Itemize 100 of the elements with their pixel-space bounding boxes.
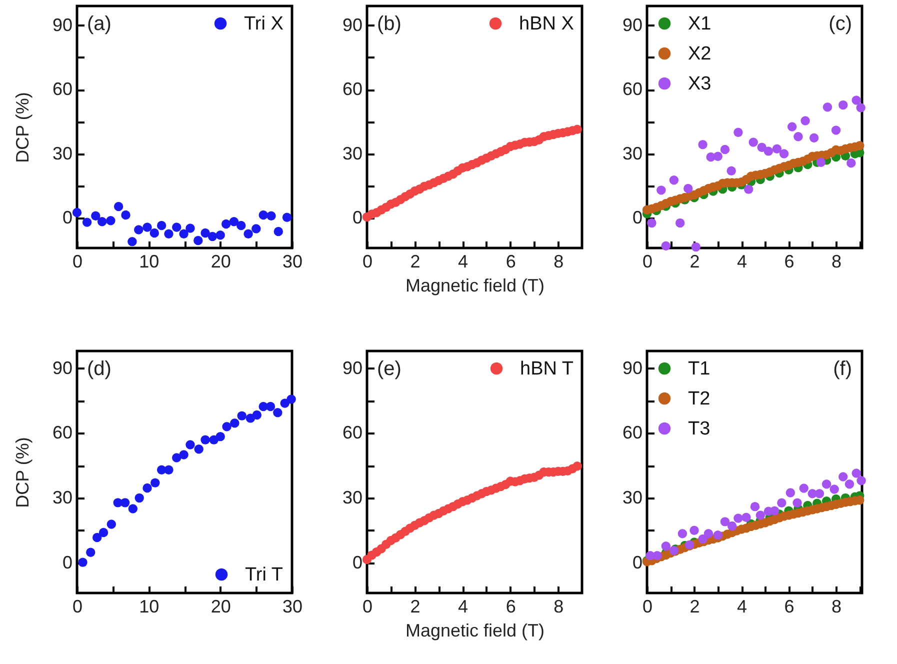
point: [852, 96, 861, 105]
point: [852, 468, 861, 478]
point: [770, 506, 780, 516]
point: [726, 166, 736, 176]
point: [172, 453, 182, 462]
point: [72, 208, 82, 218]
y-axis-title: DCP (%): [12, 92, 32, 163]
x-tick-label: 30: [282, 596, 303, 616]
y-tick-label: 0: [62, 552, 72, 572]
point: [661, 542, 671, 551]
point: [134, 225, 144, 234]
point: [713, 530, 722, 540]
point: [252, 410, 262, 420]
x-tick-label: 8: [554, 596, 564, 616]
point: [97, 217, 107, 226]
point: [237, 411, 246, 420]
point: [691, 242, 701, 252]
point: [792, 498, 802, 508]
point: [172, 222, 182, 232]
point: [134, 493, 144, 503]
point: [786, 488, 796, 498]
point: [156, 220, 166, 230]
point: [757, 142, 766, 152]
y-tick-label: 0: [352, 208, 362, 228]
point: [229, 217, 239, 226]
y-tick-label: 30: [342, 487, 362, 508]
y-tick-label: 30: [622, 143, 642, 164]
x-tick-label: 2: [410, 252, 420, 272]
point: [121, 210, 130, 220]
point: [814, 489, 824, 498]
point: [128, 236, 137, 246]
point: [106, 216, 116, 226]
point: [179, 229, 188, 238]
point: [216, 230, 225, 240]
y-tick-label: 0: [632, 208, 642, 228]
point: [142, 222, 152, 232]
y-tick-label: 60: [342, 422, 362, 443]
point: [572, 124, 582, 134]
point: [656, 186, 666, 195]
x-tick-label: 8: [832, 596, 842, 616]
point: [179, 450, 188, 460]
point: [831, 126, 841, 135]
x-tick-label: 6: [506, 596, 516, 616]
y-tick-label: 0: [352, 552, 362, 572]
y-tick-label: 30: [622, 487, 642, 508]
legend-label: X1: [688, 14, 712, 34]
point: [684, 184, 693, 194]
x-tick-label: 10: [139, 252, 160, 272]
point: [822, 480, 832, 489]
point: [266, 402, 276, 412]
point: [572, 462, 582, 471]
point: [734, 128, 743, 137]
point: [678, 528, 688, 538]
point: [704, 528, 714, 538]
point: [200, 228, 210, 238]
point: [164, 229, 174, 238]
point: [120, 498, 130, 508]
point: [208, 232, 218, 242]
legend-label: hBN X: [519, 14, 574, 34]
point: [799, 484, 808, 493]
point: [713, 152, 722, 161]
x-tick-label: 4: [737, 596, 748, 616]
y-tick-label: 90: [342, 14, 362, 35]
point: [186, 440, 195, 450]
point: [809, 133, 819, 143]
point: [675, 218, 685, 228]
point: [690, 526, 699, 535]
y-tick-label: 30: [342, 143, 362, 164]
point: [822, 102, 832, 112]
x-tick-label: 6: [784, 252, 794, 272]
point: [846, 158, 856, 168]
point: [142, 483, 152, 493]
x-tick-label: 4: [737, 252, 748, 272]
point: [150, 228, 160, 238]
point: [286, 394, 296, 404]
x-tick-label: 20: [210, 596, 231, 616]
point: [750, 502, 760, 512]
point: [844, 480, 854, 489]
point: [720, 144, 730, 154]
legend-label: T2: [688, 388, 710, 410]
y-tick-label: 60: [622, 422, 642, 443]
point: [855, 141, 864, 150]
point: [720, 517, 730, 526]
y-tick-label: 30: [52, 143, 72, 164]
point: [86, 548, 96, 557]
x-tick-label: 8: [832, 252, 842, 272]
x-tick-label: 30: [282, 252, 303, 272]
annotation: (d): [87, 358, 112, 380]
point: [282, 212, 292, 222]
point: [280, 398, 290, 408]
y-tick-label: 30: [52, 487, 72, 508]
point: [742, 512, 751, 522]
y-tick-label: 90: [622, 14, 642, 35]
point: [200, 435, 210, 444]
point: [756, 510, 766, 520]
y-tick-label: 90: [342, 358, 362, 378]
x-axis-title: Magnetic field (T): [405, 276, 545, 296]
point: [669, 176, 679, 185]
point: [236, 220, 246, 230]
point: [652, 551, 662, 560]
